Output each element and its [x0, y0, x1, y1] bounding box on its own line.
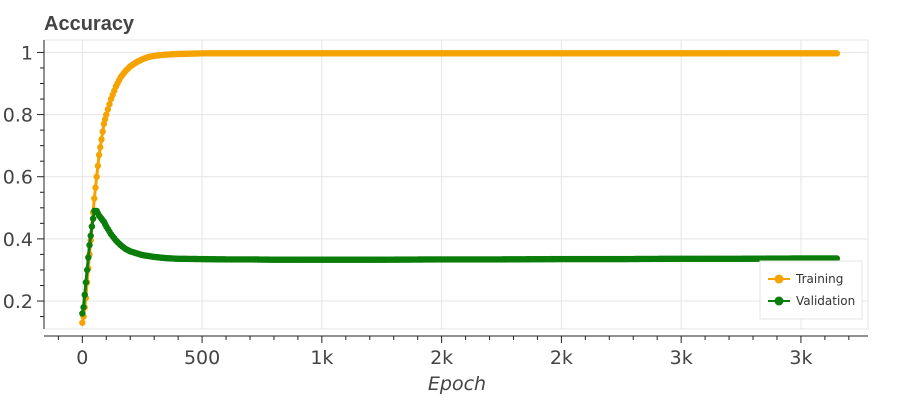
- point-validation: [81, 291, 88, 299]
- point-validation: [83, 266, 91, 274]
- point-validation: [88, 223, 96, 230]
- x-tick-label-3: 2k: [430, 347, 453, 369]
- point-validation: [79, 310, 86, 317]
- point-training: [833, 50, 841, 57]
- y-tick-label-3: 0.8: [3, 105, 33, 127]
- x-tick-label-0: 0: [76, 347, 88, 369]
- y-tick-label-2: 0.6: [3, 167, 33, 189]
- series-line-training: [80, 51, 837, 324]
- point-training: [91, 195, 98, 202]
- point-validation: [82, 279, 90, 286]
- point-training: [97, 144, 104, 151]
- point-training: [92, 184, 99, 191]
- point-training: [106, 101, 113, 108]
- x-tick-label-4: 2k: [550, 347, 573, 369]
- x-tick-label-5: 3k: [670, 347, 693, 369]
- point-training: [94, 162, 102, 170]
- point-training: [99, 128, 106, 135]
- legend-box: [759, 260, 863, 320]
- point-validation: [80, 304, 87, 311]
- legend-label-validation: Validation: [796, 294, 855, 308]
- point-training: [104, 106, 112, 113]
- grid: [44, 40, 868, 329]
- point-training: [103, 111, 110, 118]
- point-validation: [89, 215, 97, 222]
- legend-marker-training: [774, 274, 784, 284]
- legend-marker-validation: [774, 296, 784, 306]
- point-validation: [87, 232, 94, 239]
- plot-frame: [43, 39, 869, 330]
- point-validation: [86, 241, 93, 249]
- x-tick-label-6: 3k: [789, 347, 812, 369]
- axes: 0.2 0.4 0.6 0.8 1 0 500 1k 2k 2k 3k 3k: [3, 40, 868, 369]
- point-validation: [85, 254, 92, 261]
- x-tick-label-1: 500: [184, 347, 220, 369]
- point-training: [93, 173, 100, 180]
- y-tick-label-0: 0.2: [3, 291, 33, 313]
- chart-title: Accuracy: [44, 13, 135, 35]
- legend-label-training: Training: [795, 272, 843, 286]
- legend: Training Validation: [759, 260, 863, 320]
- series-layer: [79, 50, 841, 326]
- point-training: [98, 136, 105, 143]
- point-validation: [833, 255, 841, 262]
- y-tick-label-1: 0.4: [3, 229, 33, 251]
- series-training: [79, 50, 841, 326]
- point-training: [79, 319, 86, 326]
- x-tick-label-2: 1k: [310, 347, 333, 369]
- series-validation: [79, 207, 841, 317]
- y-tick-label-4: 1: [21, 42, 33, 64]
- x-axis-title: Epoch: [428, 373, 486, 395]
- point-training: [95, 151, 103, 159]
